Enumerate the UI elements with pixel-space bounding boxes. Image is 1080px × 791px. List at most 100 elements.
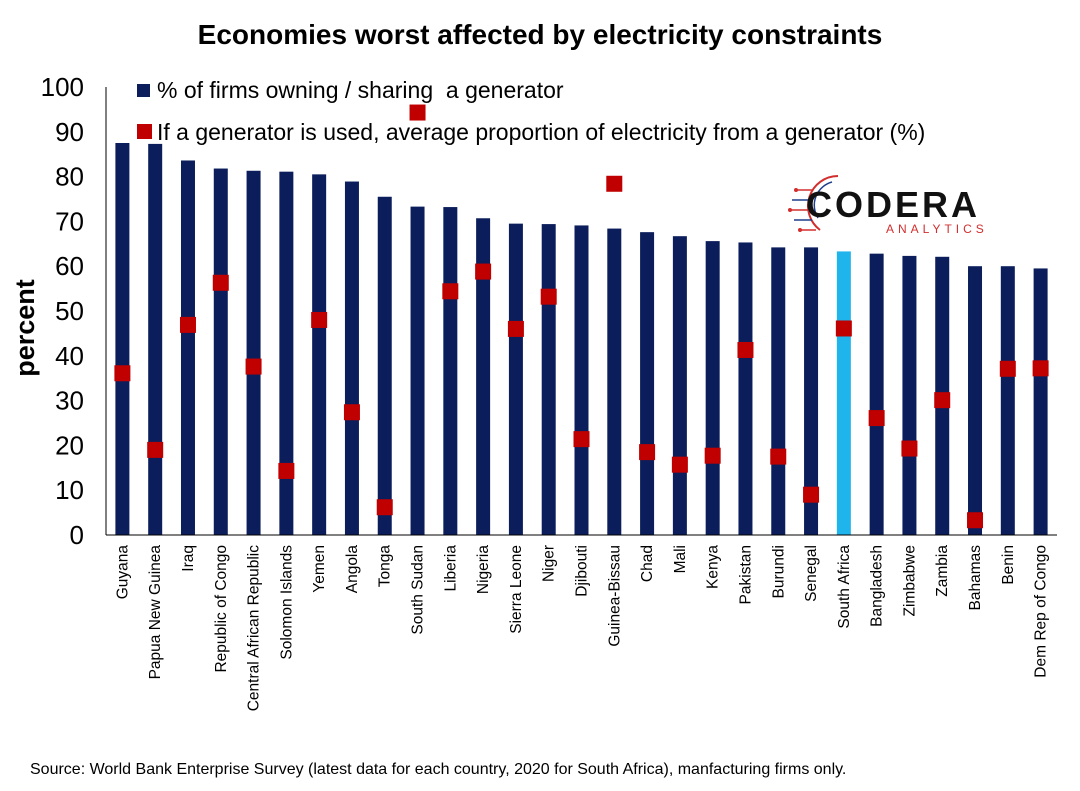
x-tick-label: Guinea-Bissau — [606, 545, 623, 647]
bar — [902, 255, 917, 535]
x-tick-label: Yemen — [311, 545, 328, 593]
bar — [968, 266, 983, 535]
x-tick-label: Iraq — [180, 545, 197, 572]
y-tick-label: 70 — [55, 206, 84, 236]
y-tick-label: 40 — [55, 341, 84, 371]
x-tick-label: Nigeria — [475, 545, 492, 594]
bar — [377, 196, 392, 535]
marker-point — [999, 360, 1016, 377]
marker-point — [343, 404, 360, 421]
marker-point — [835, 320, 852, 337]
marker-point — [573, 431, 590, 448]
x-tick-label: South Sudan — [410, 545, 427, 635]
x-tick-label: Bangladesh — [869, 545, 886, 627]
source-note: Source: World Bank Enterprise Survey (la… — [30, 761, 846, 778]
bar — [672, 236, 687, 535]
x-tick-label: Pakistan — [737, 545, 754, 604]
x-tick-label: Dem Rep of Congo — [1033, 545, 1050, 678]
bar — [115, 143, 130, 535]
bar — [869, 253, 884, 535]
y-tick-label: 80 — [55, 162, 84, 192]
marker-series — [114, 104, 1049, 529]
x-tick-label: Burundi — [770, 545, 787, 598]
marker-point — [114, 365, 131, 382]
logo-circuit-icon — [788, 175, 839, 232]
marker-point — [770, 448, 787, 465]
bar — [1000, 266, 1015, 535]
marker-point — [1032, 360, 1049, 377]
marker-point — [179, 316, 196, 333]
legend-swatch-markers — [137, 124, 152, 139]
legend-label-markers: If a generator is used, average proporti… — [157, 119, 925, 145]
bar — [410, 206, 425, 535]
marker-point — [442, 283, 459, 300]
y-tick-label: 30 — [55, 386, 84, 416]
x-tick-label: Kenya — [705, 545, 722, 589]
marker-point — [901, 440, 918, 457]
y-axis-label: percent — [10, 279, 40, 377]
marker-point — [376, 499, 393, 516]
legend: % of firms owning / sharing a generator … — [137, 77, 925, 145]
marker-point — [704, 447, 721, 464]
marker-point — [245, 358, 262, 375]
marker-point — [311, 311, 328, 328]
y-axis-ticks: 0 10 20 30 40 50 60 70 80 90 100 — [41, 72, 84, 550]
x-tick-label: Bahamas — [967, 545, 984, 611]
x-tick-label: Zimbabwe — [901, 545, 918, 617]
x-tick-label: South Africa — [836, 545, 853, 629]
x-tick-label: Guyana — [114, 545, 131, 600]
x-tick-label: Zambia — [934, 545, 951, 597]
bar — [148, 143, 163, 535]
x-tick-label: Central African Republic — [246, 545, 263, 712]
bar — [508, 223, 523, 535]
bar — [771, 247, 786, 535]
marker-point — [967, 512, 984, 529]
bar — [574, 225, 589, 535]
bar — [607, 228, 622, 535]
chart-title: Economies worst affected by electricity … — [198, 19, 883, 50]
x-tick-label: Republic of Congo — [213, 545, 230, 673]
bar — [443, 207, 458, 535]
bar — [640, 232, 655, 536]
x-tick-label: Djibouti — [574, 545, 591, 597]
bar — [180, 160, 195, 536]
bar — [738, 242, 753, 535]
marker-point — [475, 263, 492, 280]
x-tick-label: Senegal — [803, 545, 820, 602]
marker-point — [409, 104, 426, 121]
y-tick-label: 10 — [55, 475, 84, 505]
y-tick-label: 0 — [70, 520, 84, 550]
x-tick-label: Papua New Guinea — [147, 545, 164, 680]
marker-point — [639, 444, 656, 461]
bar — [836, 251, 851, 535]
marker-point — [147, 441, 164, 458]
x-tick-label: Chad — [639, 545, 656, 582]
legend-swatch-bars — [137, 84, 150, 97]
x-tick-label: Mali — [672, 545, 689, 573]
x-axis-category-labels: Guyana Papua New Guinea Iraq Republic of Co… — [114, 545, 1049, 712]
bar — [344, 181, 359, 535]
marker-point — [507, 320, 524, 337]
x-tick-label: Benin — [1000, 545, 1017, 585]
bar-series — [115, 143, 1048, 536]
logo-wordmark: CODERA — [806, 184, 980, 225]
y-tick-label: 50 — [55, 296, 84, 326]
bar — [476, 218, 491, 536]
legend-label-bars: % of firms owning / sharing a generator — [157, 77, 564, 103]
bar — [1033, 268, 1048, 535]
bar — [541, 224, 556, 535]
x-tick-label: Angola — [344, 545, 361, 594]
bar — [246, 170, 261, 535]
x-tick-label: Solomon Islands — [278, 545, 295, 660]
marker-point — [803, 486, 820, 503]
marker-point — [737, 341, 754, 358]
bar — [279, 171, 294, 535]
x-tick-label: Liberia — [442, 545, 459, 592]
y-tick-label: 100 — [41, 72, 84, 102]
bar — [804, 247, 819, 535]
marker-point — [868, 410, 885, 427]
bar — [213, 168, 228, 535]
logo-tagline: ANALYTICS — [886, 222, 988, 236]
